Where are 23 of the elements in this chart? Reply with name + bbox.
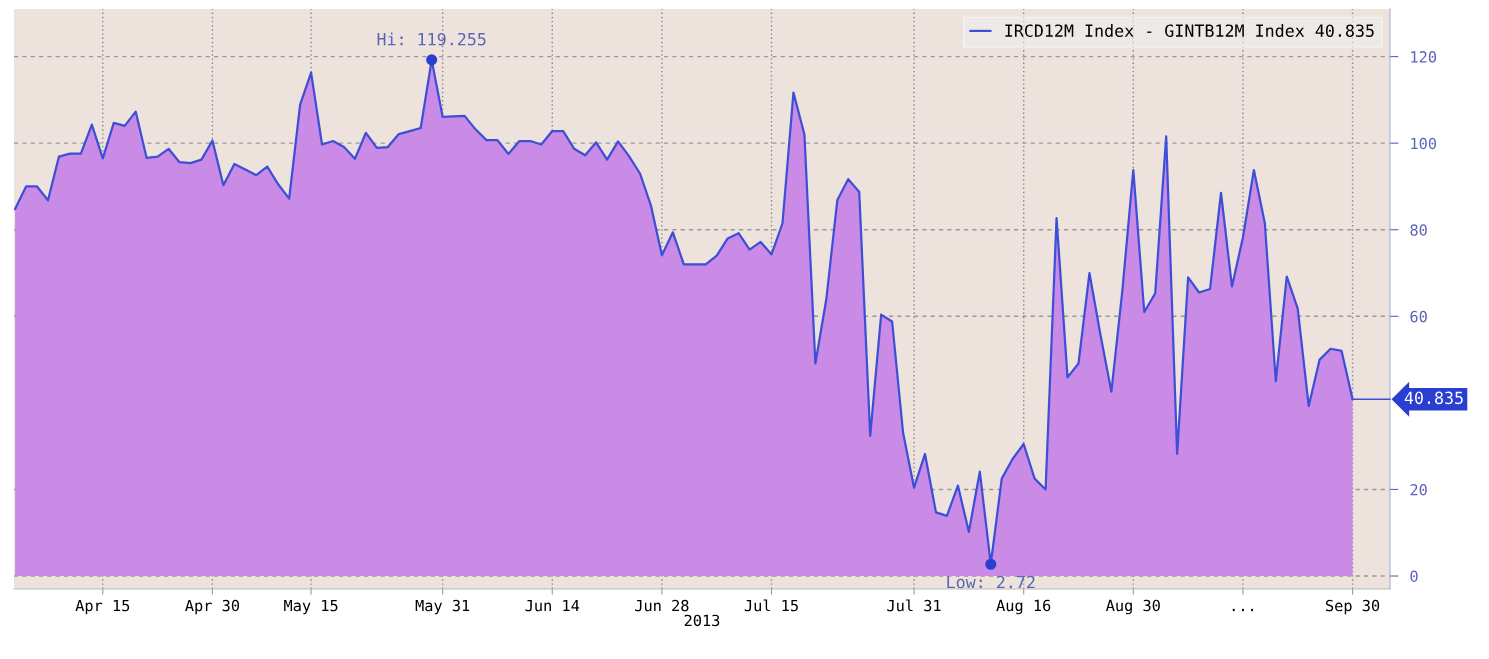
annotation: Low: 2.72: [947, 575, 1035, 589]
x-tick-label: Apr 15: [75, 599, 130, 615]
legend-label: IRCD12M Index - GINTB12M Index 40.835: [1005, 24, 1374, 37]
y-tick-label: 120: [1411, 51, 1437, 63]
x-tick-label: ...: [1232, 608, 1254, 612]
y-tick-label: 0: [1410, 570, 1418, 583]
annotation: Hi: 119.255: [377, 32, 486, 46]
x-axis-title: 2013: [684, 614, 720, 627]
y-tick-label: 60: [1410, 310, 1427, 323]
y-tick-label: 20: [1410, 483, 1427, 496]
y-tick-label: 100: [1411, 137, 1437, 150]
x-tick-label: Aug 16: [996, 599, 1051, 615]
y-tick-label: 80: [1410, 224, 1427, 236]
x-tick-label: Jun 14: [525, 599, 580, 612]
x-tick-label: May 15: [284, 599, 338, 615]
x-tick-label: Jun 28: [635, 599, 689, 612]
x-tick-label: Apr 30: [185, 599, 240, 615]
x-tick-label: Jul 31: [887, 599, 941, 612]
text: 40.835: [1404, 391, 1463, 405]
x-tick-label: Jul 15: [744, 599, 798, 612]
x-tick-label: May 31: [415, 599, 470, 615]
x-tick-label: Aug 30: [1105, 599, 1160, 615]
x-tick-label: Sep 30: [1325, 599, 1380, 615]
